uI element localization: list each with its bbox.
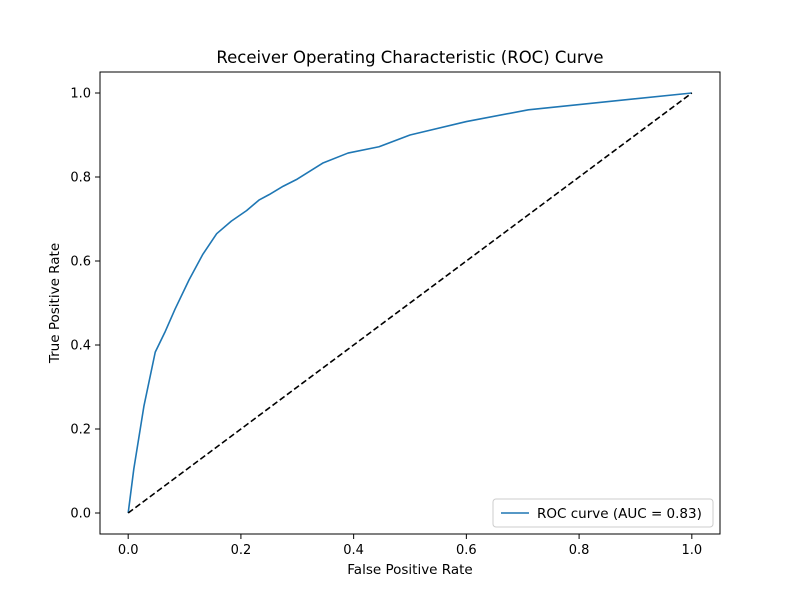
x-tick-label: 0.2 <box>231 543 252 558</box>
ticks-layer: 0.0 0.2 0.4 0.6 0.8 1.0 0.0 0.2 0.4 0.6 0.8 1.0 <box>70 87 702 559</box>
legend: ROC curve (AUC = 0.83) <box>492 498 714 528</box>
y-tick-label: 1.0 <box>70 87 91 102</box>
x-tick-label: 1.0 <box>681 543 702 558</box>
legend-box <box>492 498 714 528</box>
y-axis-label: True Positive Rate <box>47 243 63 364</box>
x-axis-label: False Positive Rate <box>347 562 472 578</box>
axes-frame <box>99 71 721 535</box>
series-layer <box>127 92 693 514</box>
y-tick-label: 0.8 <box>70 171 91 186</box>
x-tick-label: 0.4 <box>343 543 364 558</box>
x-tick-label: 0.6 <box>456 543 477 558</box>
x-tick-label: 0.0 <box>118 543 139 558</box>
y-tick-label: 0.4 <box>70 339 91 354</box>
chance-diagonal-line <box>127 92 693 514</box>
y-tick-label: 0.0 <box>70 507 91 522</box>
x-tick-label: 0.8 <box>569 543 590 558</box>
y-tick-label: 0.6 <box>70 255 91 270</box>
y-tick-label: 0.2 <box>70 423 91 438</box>
roc-curve-line <box>127 92 692 514</box>
legend-label: ROC curve (AUC = 0.83) <box>537 506 702 522</box>
chart-title: Receiver Operating Characteristic (ROC) … <box>216 48 603 67</box>
